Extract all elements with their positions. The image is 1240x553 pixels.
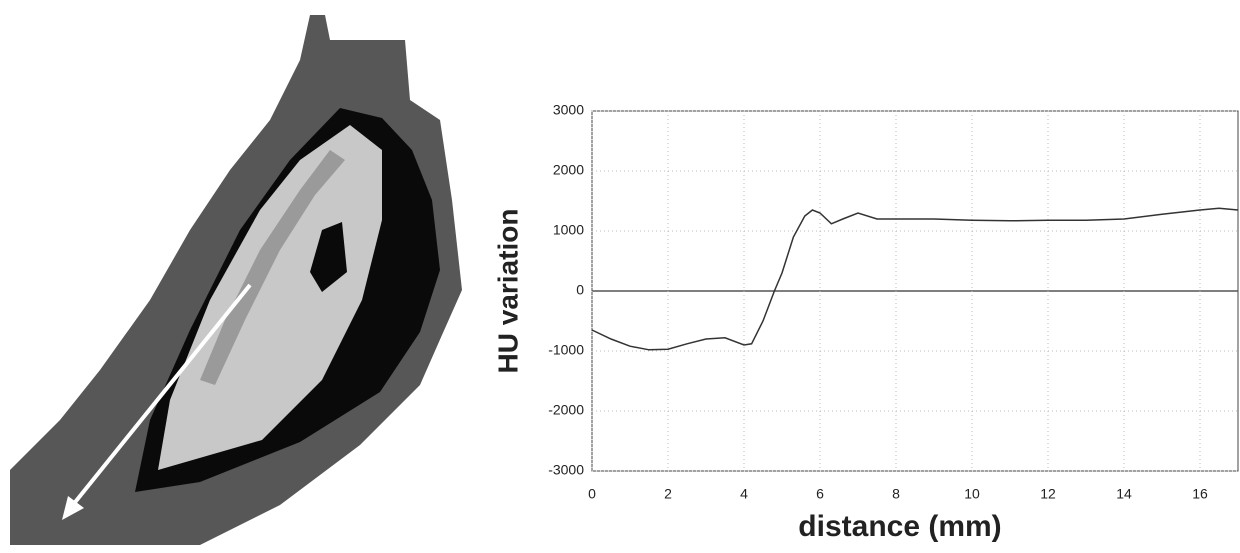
y-tick-label: 3000 (553, 102, 584, 118)
y-tick-label: -2000 (548, 402, 584, 418)
arrow-shaft (70, 283, 252, 508)
x-tick-label: 8 (892, 486, 900, 502)
x-tick-label: 4 (740, 486, 748, 502)
x-tick-label: 0 (588, 486, 596, 502)
y-tick-label: -3000 (548, 462, 584, 478)
x-tick-label: 14 (1116, 486, 1132, 502)
hole (310, 222, 347, 292)
x-axis-label: distance (mm) (798, 510, 1001, 543)
x-tick-label: 10 (964, 486, 980, 502)
segmentation-image (10, 15, 462, 545)
data-line (591, 207, 1239, 351)
y-axis-label: HU variation (492, 209, 523, 374)
x-tick-label: 6 (816, 486, 824, 502)
y-tick-label: 1000 (553, 222, 584, 238)
y-tick-label: 0 (576, 282, 584, 298)
arrow-head (62, 496, 84, 520)
mid-region (200, 150, 345, 385)
x-tick-label: 16 (1192, 486, 1208, 502)
y-tick-label: 2000 (553, 162, 584, 178)
x-tick-label: 2 (664, 486, 672, 502)
y-tick-label: -1000 (548, 342, 584, 358)
x-tick-label: 12 (1040, 486, 1056, 502)
